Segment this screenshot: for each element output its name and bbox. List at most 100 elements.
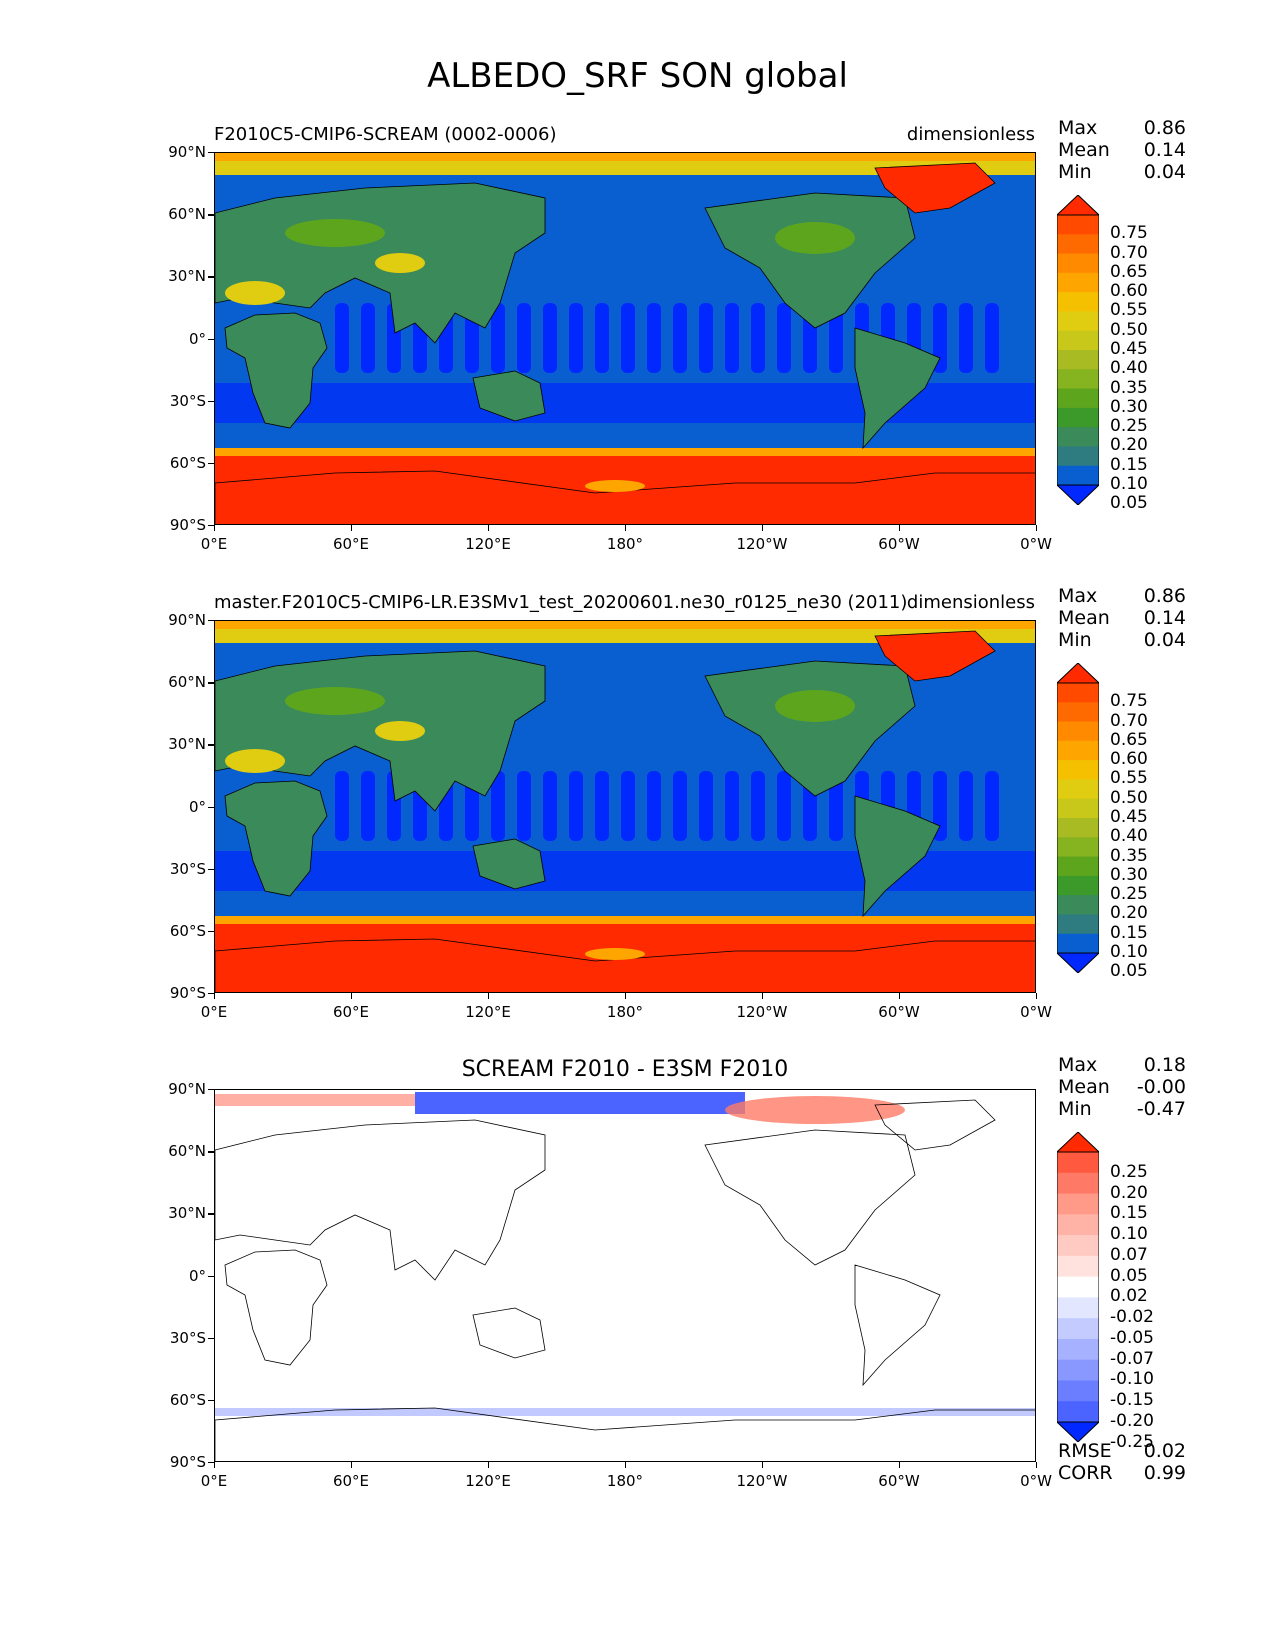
- x-tick-label: 60°E: [332, 535, 370, 553]
- stat-row-corr: CORR 0.99: [1058, 1462, 1186, 1484]
- low-albedo-streak: [959, 303, 973, 373]
- low-albedo-streak: [751, 771, 765, 841]
- colorbar-segment: [1057, 292, 1099, 312]
- stat-value: 0.02: [1143, 1440, 1186, 1462]
- stat-row-min: Min -0.47: [1058, 1098, 1186, 1120]
- y-tick-mark: [208, 1399, 214, 1402]
- x-tick-label: 0°E: [200, 1472, 228, 1490]
- x-tick-label: 60°E: [332, 1003, 370, 1021]
- x-tick-label: 120°E: [465, 535, 511, 553]
- y-tick-label: 30°S: [169, 391, 206, 410]
- colorbar-segment: [1057, 350, 1099, 370]
- stat-value: 0.14: [1143, 139, 1186, 161]
- x-tick-mark: [899, 993, 901, 999]
- stat-label: Min: [1058, 161, 1092, 183]
- panel-2-units: dimensionless: [906, 592, 1035, 613]
- y-tick-mark: [208, 276, 214, 278]
- y-tick-mark: [208, 214, 214, 216]
- x-tick-mark: [488, 993, 490, 999]
- x-tick-label: 0°W: [1020, 1472, 1052, 1490]
- colorbar-tick-label: -0.07: [1110, 1348, 1154, 1369]
- x-tick-label: 120°W: [736, 535, 788, 553]
- colorbar-segment: [1057, 330, 1099, 351]
- low-albedo-streak: [491, 771, 505, 841]
- stat-label: Mean: [1058, 607, 1110, 629]
- colorbar-segment: [1057, 702, 1099, 723]
- low-albedo-streak: [569, 771, 583, 841]
- colorbar-segment: [1057, 253, 1099, 274]
- colorbar-segment: [1057, 388, 1099, 409]
- low-albedo-streak: [595, 771, 609, 841]
- colorbar-segment: [1057, 1338, 1099, 1361]
- colorbar-tick-label: 0.60: [1110, 281, 1148, 302]
- low-albedo-streak: [985, 303, 999, 373]
- y-tick-label: 30°S: [169, 859, 206, 878]
- ross-ice-feature: [585, 480, 645, 492]
- low-albedo-streak: [777, 771, 791, 841]
- colorbar-tick-label: 0.05: [1110, 493, 1148, 514]
- colorbar-segment: [1057, 1152, 1099, 1174]
- y-tick-mark: [208, 400, 214, 403]
- colorbar-tick-label: 0.75: [1110, 691, 1148, 712]
- colorbar-extend-max: [1055, 1131, 1101, 1153]
- colorbar-extend-min: [1055, 484, 1101, 506]
- x-tick-mark: [488, 525, 490, 531]
- colorbar-segment: [1057, 721, 1099, 742]
- panel-1-colorbar: [1055, 194, 1101, 509]
- colorbar-tick-label: -0.20: [1110, 1411, 1154, 1431]
- stat-row-min: Min 0.04: [1058, 629, 1186, 651]
- x-tick-mark: [1036, 525, 1038, 531]
- colorbar-tick-label: 0.40: [1110, 358, 1148, 379]
- stat-label: RMSE: [1058, 1440, 1112, 1462]
- low-albedo-streak: [725, 771, 739, 841]
- x-tick-label: 60°W: [878, 535, 920, 553]
- stat-row-max: Max 0.86: [1058, 117, 1186, 139]
- north-america-vegetation: [775, 222, 855, 254]
- low-albedo-streak: [725, 303, 739, 373]
- colorbar-tick-label: 0.15: [1110, 454, 1148, 475]
- colorbar-segment: [1057, 369, 1099, 390]
- colorbar-segment: [1057, 837, 1099, 858]
- low-albedo-streak: [361, 771, 375, 841]
- colorbar-tick-label: 0.20: [1110, 435, 1148, 456]
- low-albedo-streak: [673, 303, 687, 373]
- panel-3-stats: Max 0.18 Mean -0.00 Min -0.47: [1058, 1054, 1186, 1120]
- africa-outline: [224, 1249, 328, 1366]
- namerica-landmass: [704, 192, 916, 329]
- y-tick-label: 0°: [188, 797, 206, 816]
- stat-row-max: Max 0.86: [1058, 585, 1186, 607]
- stat-label: Max: [1058, 117, 1098, 139]
- stat-value: -0.47: [1136, 1098, 1186, 1120]
- stat-label: Mean: [1058, 139, 1110, 161]
- arctic-negative-anomaly: [415, 1092, 745, 1114]
- x-tick-mark: [625, 525, 627, 531]
- y-tick-label: 60°N: [168, 1142, 206, 1161]
- x-tick-mark: [351, 993, 353, 999]
- africa-landmass: [224, 780, 328, 897]
- colorbar-segment: [1057, 1255, 1099, 1278]
- australia-outline: [472, 1307, 546, 1359]
- colorbar-tick-label: 0.55: [1110, 300, 1148, 321]
- colorbar-segment: [1057, 683, 1099, 703]
- colorbar-segment: [1057, 1380, 1099, 1402]
- x-tick-mark: [351, 1462, 353, 1468]
- y-tick-label: 90°N: [168, 143, 206, 161]
- stat-row-mean: Mean 0.14: [1058, 607, 1186, 629]
- x-tick-mark: [762, 1462, 764, 1468]
- y-tick-mark: [208, 930, 214, 933]
- y-tick-label: 60°S: [169, 921, 206, 940]
- colorbar-segment: [1057, 311, 1099, 332]
- colorbar-tick-label: 0.70: [1110, 242, 1148, 263]
- colorbar-tick-label: 0.25: [1110, 1161, 1148, 1182]
- low-albedo-streak: [517, 771, 531, 841]
- low-albedo-streak: [985, 771, 999, 841]
- colorbar-segment: [1057, 740, 1099, 761]
- colorbar-svg: [1055, 662, 1101, 974]
- x-tick-label: 120°E: [465, 1472, 511, 1490]
- stat-label: CORR: [1058, 1462, 1113, 1484]
- colorbar-segment: [1057, 1193, 1099, 1215]
- y-tick-label: 90°N: [168, 611, 206, 629]
- namerica-outline: [704, 1129, 916, 1266]
- low-albedo-streak: [751, 303, 765, 373]
- colorbar-svg: [1055, 1131, 1101, 1443]
